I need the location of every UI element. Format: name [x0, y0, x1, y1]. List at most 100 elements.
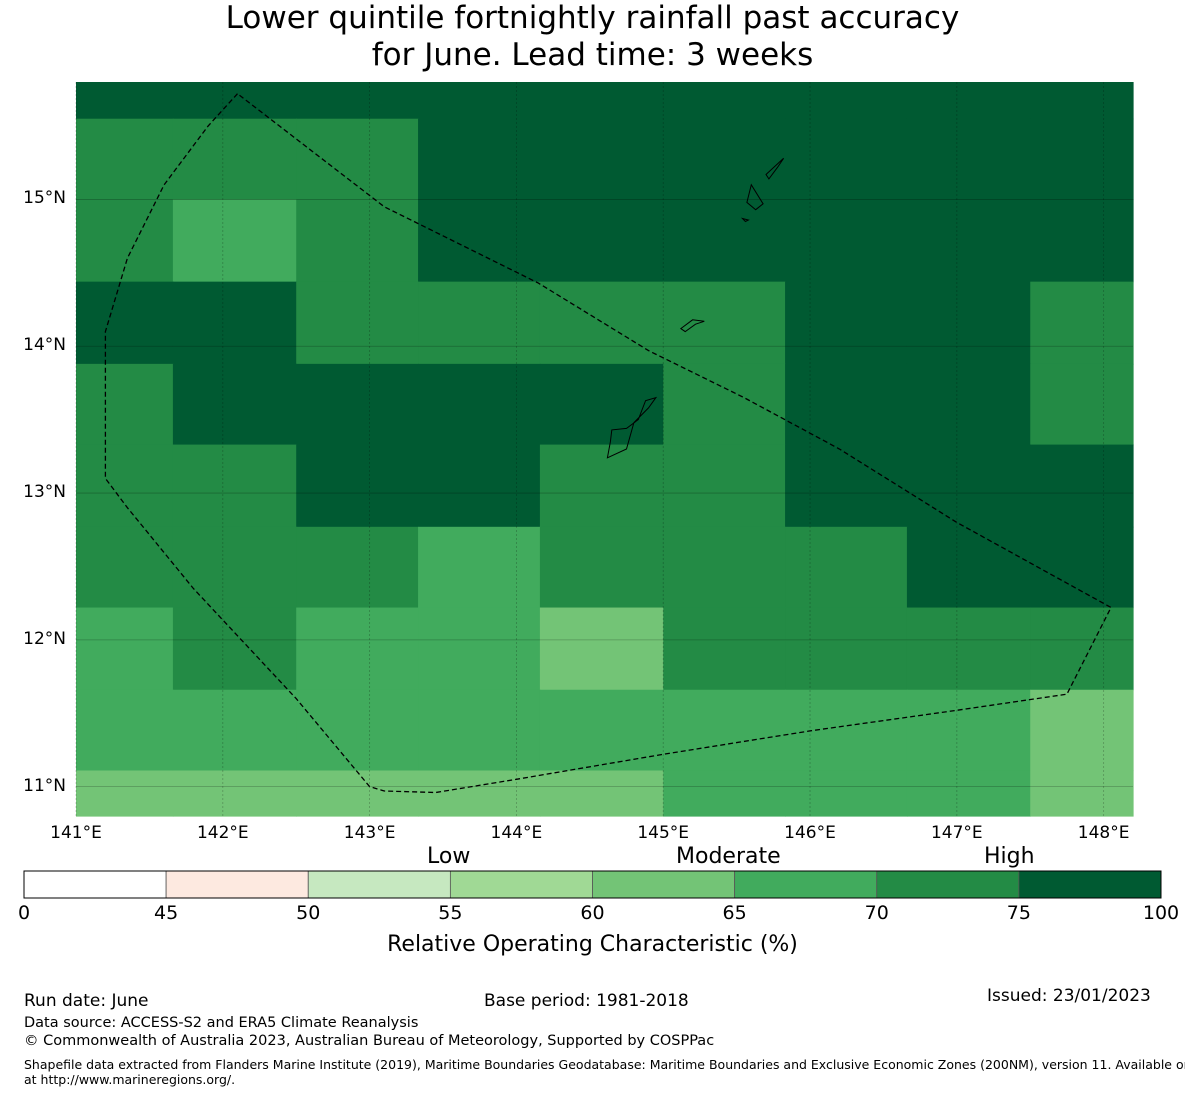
grid-cell [418, 281, 541, 365]
grid-cell [172, 281, 297, 365]
grid-cell [1030, 281, 1134, 365]
colorbar-tick-label: 100 [1142, 902, 1180, 924]
longitude-tick-label: 145°E [637, 823, 690, 843]
shapefile-credit-line-2: at http://www.marineregions.org/. [24, 1072, 236, 1087]
run-date: Run date: June [24, 991, 149, 1011]
map-title-line-1: Lower quintile fortnightly rainfall past… [225, 0, 960, 36]
grid-cell [906, 607, 1031, 691]
colorbar-segment [449, 870, 593, 899]
colorbar-tick-label: 70 [864, 902, 889, 924]
grid-cell [296, 526, 419, 609]
grid-cell [172, 363, 297, 446]
colorbar-frame [23, 870, 1162, 899]
grid-cell [296, 444, 419, 528]
grid-cell [906, 363, 1031, 446]
colorbar-tick-label: 50 [296, 902, 321, 924]
grid-cell [785, 607, 908, 691]
grid-cell [785, 770, 908, 817]
grid-cell [663, 281, 786, 365]
grid-cell [906, 118, 1031, 201]
grid-cell [172, 82, 297, 120]
grid-cell [539, 607, 664, 691]
grid-cell [418, 199, 541, 283]
grid-cell [785, 118, 908, 201]
colorbar-axis-label: Relative Operating Characteristic (%) [387, 932, 798, 957]
colorbar-segment [734, 870, 878, 899]
copyright: © Commonwealth of Australia 2023, Austra… [24, 1033, 715, 1049]
grid-cell [539, 199, 664, 283]
grid-cell [906, 689, 1031, 772]
category-high-label: High [984, 844, 1035, 869]
grid-cell [172, 199, 297, 283]
grid-cell [663, 82, 786, 120]
grid-cell [906, 444, 1031, 528]
grid-cell [76, 363, 174, 446]
grid-cell [663, 199, 786, 283]
grid-cell [785, 281, 908, 365]
grid-cell [1030, 607, 1134, 691]
colorbar-segment [876, 870, 1020, 899]
colorbar [23, 870, 1162, 899]
island-outline [746, 183, 764, 211]
grid-cell [539, 770, 664, 817]
category-low-label: Low [427, 844, 471, 869]
grid-cell [172, 607, 297, 691]
longitude-tick-label: 143°E [343, 823, 396, 843]
island-outline [740, 217, 750, 223]
grid-cell [172, 689, 297, 772]
issued-date: Issued: 23/01/2023 [987, 986, 1151, 1006]
eez-boundary [104, 93, 1112, 794]
latitude-tick-label: 13°N [23, 482, 66, 503]
grid-cell [418, 607, 541, 691]
grid-cell [76, 526, 174, 609]
grid-cell [172, 444, 297, 528]
longitude-tick-label: 147°E [930, 823, 983, 843]
grid-cell [76, 607, 174, 691]
colorbar-tick-label: 55 [438, 902, 463, 924]
grid-cell [663, 770, 786, 817]
grid-cell [296, 199, 419, 283]
grid-cell [539, 363, 664, 446]
grid-cell [296, 118, 419, 201]
grid-cell [539, 689, 664, 772]
grid-cell [663, 118, 786, 201]
grid-cell [172, 526, 297, 609]
grid-cell [418, 118, 541, 201]
grid-cell [539, 444, 664, 528]
colorbar-tick-label: 45 [154, 902, 179, 924]
grid-cell [76, 770, 174, 817]
latitude-tick-label: 12°N [23, 628, 66, 649]
colorbar-segment [307, 870, 451, 899]
grid-cell [539, 82, 664, 120]
colorbar-tick-label: 0 [17, 902, 31, 924]
grid-cell [539, 526, 664, 609]
grid-cell [296, 363, 419, 446]
grid-cell [906, 199, 1031, 283]
grid-cell [418, 82, 541, 120]
grid-cell [906, 770, 1031, 817]
longitude-tick-label: 148°E [1077, 823, 1130, 843]
grid-cell [296, 770, 419, 817]
grid-cell [1030, 689, 1134, 772]
grid-cell [663, 526, 786, 609]
grid-cell [418, 363, 541, 446]
colorbar-segment [23, 870, 167, 899]
grid-cell [76, 281, 174, 365]
grid-cell [172, 118, 297, 201]
category-moderate-label: Moderate [676, 844, 781, 869]
colorbar-tick-label: 65 [722, 902, 747, 924]
grid-cell [663, 607, 786, 691]
grid-cell [785, 444, 908, 528]
colorbar-tick-label: 75 [1006, 902, 1031, 924]
grid-cell [418, 689, 541, 772]
island-outline [606, 396, 658, 459]
grid-cell [418, 444, 541, 528]
longitude-tick-label: 142°E [196, 823, 249, 843]
grid-cell [76, 118, 174, 201]
longitude-tick-label: 146°E [784, 823, 836, 843]
island-outline [679, 319, 705, 333]
colorbar-tick-label: 60 [580, 902, 605, 924]
grid-cell [785, 689, 908, 772]
grid-cell [539, 281, 664, 365]
grid-cell [296, 82, 419, 120]
